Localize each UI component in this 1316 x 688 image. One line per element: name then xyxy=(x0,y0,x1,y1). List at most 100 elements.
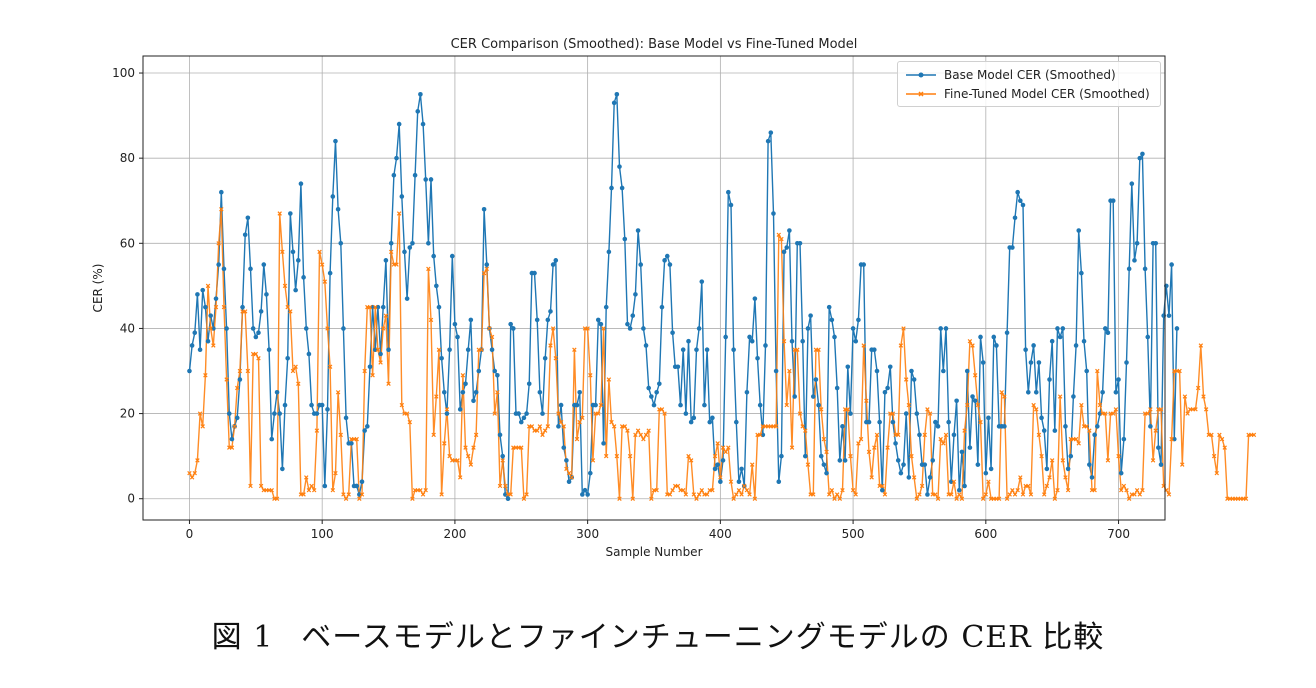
data-point-finetuned xyxy=(909,453,914,459)
data-point-base xyxy=(646,385,651,391)
data-point-finetuned xyxy=(208,326,213,331)
data-point-finetuned xyxy=(585,326,590,331)
data-point-finetuned xyxy=(821,436,827,442)
data-point-base xyxy=(250,326,256,331)
data-point-base xyxy=(468,317,474,323)
data-point-finetuned xyxy=(962,428,967,433)
data-point-base xyxy=(622,236,628,242)
data-point-base xyxy=(659,304,665,310)
data-point-base xyxy=(768,130,774,135)
data-point-finetuned xyxy=(460,373,466,378)
data-point-finetuned xyxy=(834,492,840,497)
data-point-finetuned xyxy=(216,241,221,246)
data-point-finetuned xyxy=(195,458,200,463)
data-point-base xyxy=(898,470,904,476)
data-point-finetuned xyxy=(858,436,864,442)
data-point-base xyxy=(633,292,638,297)
data-point-finetuned xyxy=(720,445,726,450)
data-point-finetuned xyxy=(922,432,927,438)
data-point-finetuned xyxy=(1060,458,1066,463)
data-point-base xyxy=(755,355,760,361)
data-point-base xyxy=(856,317,861,323)
data-point-finetuned xyxy=(641,436,646,442)
data-point-finetuned xyxy=(564,466,569,472)
data-point-finetuned xyxy=(301,492,306,497)
data-point-base xyxy=(378,351,383,357)
data-point-base xyxy=(866,419,872,425)
data-point-finetuned xyxy=(895,432,901,438)
data-point-finetuned xyxy=(829,487,835,493)
data-point-finetuned xyxy=(848,453,853,459)
data-point-finetuned xyxy=(957,492,962,497)
data-point-finetuned xyxy=(479,347,484,352)
data-point-base xyxy=(1140,151,1145,157)
data-point-base xyxy=(335,206,341,212)
data-point-base xyxy=(285,355,290,361)
data-point-base xyxy=(481,206,487,212)
data-point-finetuned xyxy=(596,411,601,416)
data-point-finetuned xyxy=(718,475,723,480)
data-point-base xyxy=(412,172,418,178)
data-point-base xyxy=(1004,330,1010,335)
data-point-base xyxy=(890,419,896,425)
data-point-finetuned xyxy=(609,419,614,425)
data-point-finetuned xyxy=(484,266,489,272)
data-point-finetuned xyxy=(386,381,391,387)
data-point-finetuned xyxy=(941,441,946,446)
data-point-base xyxy=(253,334,259,340)
data-point-finetuned xyxy=(396,211,402,216)
data-point-base xyxy=(826,304,832,310)
data-point-finetuned xyxy=(1209,432,1214,438)
data-point-base xyxy=(715,462,721,467)
data-point-base xyxy=(1134,241,1140,246)
y-tick-label: 60 xyxy=(120,236,135,250)
data-point-finetuned xyxy=(704,492,710,497)
data-point-finetuned xyxy=(803,428,808,433)
data-point-finetuned xyxy=(1020,492,1026,497)
data-point-finetuned xyxy=(970,343,975,348)
data-point-finetuned xyxy=(561,424,566,429)
legend-entry-base: Base Model CER (Smoothed) xyxy=(906,66,1116,84)
data-point-base xyxy=(394,155,399,161)
data-point-base xyxy=(460,389,466,395)
data-point-base xyxy=(959,449,965,455)
data-point-base xyxy=(757,402,763,408)
data-point-base xyxy=(670,330,675,335)
data-point-base xyxy=(1156,445,1161,450)
data-point-finetuned xyxy=(465,453,471,459)
data-point-finetuned xyxy=(1185,411,1190,416)
data-point-base xyxy=(951,432,957,438)
data-point-base xyxy=(423,177,429,182)
y-tick-label: 100 xyxy=(112,66,135,80)
data-point-base xyxy=(1002,424,1007,429)
data-point-finetuned xyxy=(856,441,861,446)
data-point-finetuned xyxy=(1251,432,1257,438)
data-point-base xyxy=(319,402,325,408)
data-point-finetuned xyxy=(800,424,805,429)
data-point-base xyxy=(280,466,285,472)
data-point-base xyxy=(245,215,251,221)
data-point-base xyxy=(784,245,790,250)
data-point-base xyxy=(861,262,867,267)
data-point-finetuned xyxy=(840,487,845,493)
data-point-finetuned xyxy=(903,377,909,382)
data-point-base xyxy=(803,453,808,459)
data-point-finetuned xyxy=(394,262,399,267)
data-point-finetuned xyxy=(1180,462,1185,467)
data-point-finetuned xyxy=(869,475,874,480)
data-point-base xyxy=(1049,338,1055,344)
data-point-base xyxy=(1137,155,1143,161)
data-point-base xyxy=(1063,424,1068,429)
data-point-base xyxy=(933,419,938,425)
data-point-finetuned xyxy=(426,266,431,272)
data-point-finetuned xyxy=(192,470,197,476)
data-point-base xyxy=(362,428,367,433)
data-point-finetuned xyxy=(245,368,251,374)
data-point-finetuned xyxy=(723,449,728,455)
data-point-finetuned xyxy=(787,368,792,374)
data-point-base xyxy=(691,415,697,421)
data-point-base xyxy=(282,402,288,408)
data-point-base xyxy=(800,338,805,344)
data-point-base xyxy=(1018,198,1023,204)
data-point-base xyxy=(1084,368,1089,374)
